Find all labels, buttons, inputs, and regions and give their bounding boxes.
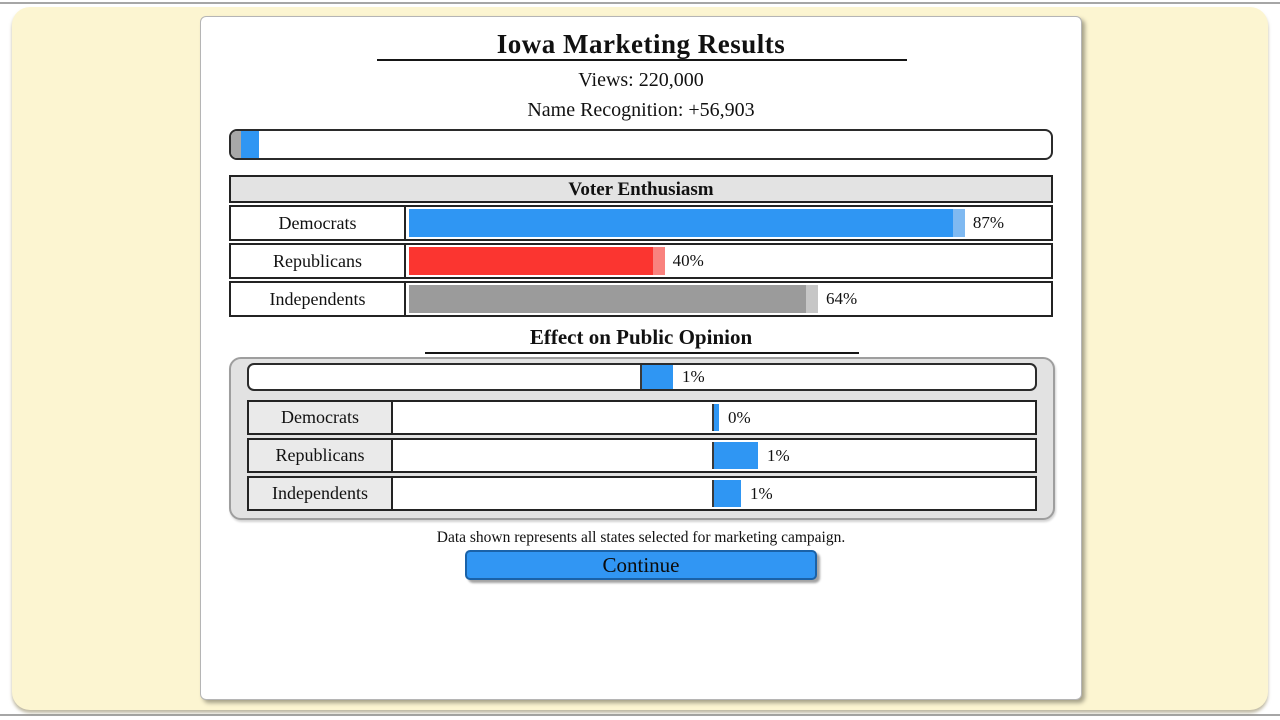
bar-cell: 64% — [406, 281, 1053, 317]
opinion-table: Democrats 0% Republicans 1% — [247, 397, 1037, 511]
bar-track: 64% — [409, 285, 1048, 313]
name-recognition-stat: Name Recognition: +56,903 — [201, 99, 1081, 122]
bar-value: 0% — [728, 407, 751, 427]
bar-fill — [409, 247, 653, 275]
bar-value: 64% — [825, 289, 858, 308]
opinion-panel: 1% Democrats 0% Republicans — [229, 357, 1055, 520]
zero-marker — [712, 404, 714, 431]
bar-track: 1% — [396, 480, 1032, 507]
page-title: Iowa Marketing Results — [496, 29, 786, 59]
voter-enthusiasm-header: Voter Enthusiasm — [229, 175, 1053, 203]
bar-track: 40% — [409, 247, 1048, 275]
bar-track: 1% — [396, 442, 1032, 469]
bar-value: 87% — [972, 213, 1005, 232]
progress-gray-segment — [231, 131, 241, 158]
bar-track: 87% — [409, 209, 1048, 237]
row-label-republicans: Republicans — [247, 438, 393, 473]
bar-fill — [714, 442, 758, 469]
name-recognition-label: Name Recognition: — [527, 99, 684, 121]
opinion-title-underline — [425, 352, 859, 354]
screen-bottom-rule — [0, 714, 1280, 716]
bar-cell: 1% — [393, 476, 1037, 511]
bar-cell: 87% — [406, 205, 1053, 241]
table-row: Republicans 40% — [229, 243, 1053, 279]
name-recognition-value: +56,903 — [688, 99, 755, 121]
views-stat: Views: 220,000 — [201, 69, 1081, 92]
bar-fill-tip — [805, 285, 818, 313]
bar-fill-tip — [652, 247, 665, 275]
opinion-overall-bar: 1% — [247, 363, 1037, 391]
bar-track: 1% — [249, 365, 1035, 389]
bar-fill — [714, 480, 741, 507]
bar-value: 1% — [750, 483, 773, 503]
opinion-section-title: Effect on Public Opinion — [529, 325, 753, 349]
bar-fill — [642, 365, 673, 389]
bar-value: 40% — [672, 251, 704, 270]
voter-enthusiasm-table: Voter Enthusiasm Democrats 87% Republica… — [229, 175, 1053, 317]
bar-value: 1% — [682, 367, 705, 386]
row-label-democrats: Democrats — [247, 400, 393, 435]
bar-cell: 0% — [393, 400, 1037, 435]
table-row: Democrats 0% — [247, 400, 1037, 435]
bar-cell: 40% — [406, 243, 1053, 279]
table-row: Independents 1% — [247, 476, 1037, 511]
progress-blue-segment — [241, 131, 259, 158]
row-label-democrats: Democrats — [229, 205, 406, 241]
table-row: Democrats 87% — [229, 205, 1053, 241]
table-row: Independents 64% — [229, 281, 1053, 317]
table-row: Republicans 1% — [247, 438, 1037, 473]
views-label: Views: — [578, 69, 634, 91]
screen-top-rule — [0, 2, 1280, 4]
bar-fill — [409, 209, 953, 237]
results-dialog: Iowa Marketing Results Views: 220,000 Na… — [200, 16, 1082, 700]
bar-track: 0% — [396, 404, 1032, 431]
views-value: 220,000 — [638, 69, 704, 91]
row-label-independents: Independents — [247, 476, 393, 511]
bar-cell: 1% — [393, 438, 1037, 473]
row-label-independents: Independents — [229, 281, 406, 317]
row-label-republicans: Republicans — [229, 243, 406, 279]
footnote: Data shown represents all states selecte… — [436, 529, 846, 546]
bar-value: 1% — [767, 445, 790, 465]
bar-fill — [409, 285, 806, 313]
bar-fill — [714, 404, 719, 431]
zero-marker — [712, 442, 714, 469]
zero-marker — [640, 365, 642, 389]
campaign-progress-bar — [229, 129, 1053, 160]
continue-button[interactable]: Continue — [465, 550, 817, 580]
zero-marker — [712, 480, 714, 507]
title-underline — [377, 59, 907, 61]
bar-fill-tip — [952, 209, 965, 237]
